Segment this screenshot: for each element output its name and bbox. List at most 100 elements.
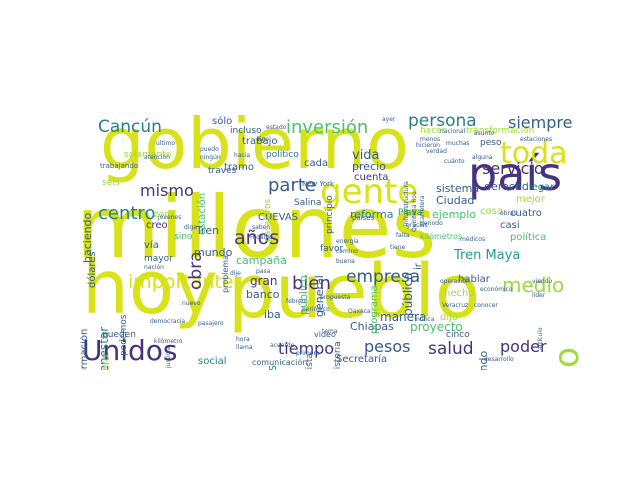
cloud-word: Ciudad	[436, 194, 475, 207]
cloud-word: Dinero	[101, 355, 112, 370]
cloud-word: gobierno	[100, 115, 409, 185]
cloud-word: buena	[336, 258, 355, 265]
cloud-word: podemos	[119, 314, 129, 356]
cloud-word: bien	[292, 273, 331, 294]
word-cloud: gobierno millones hoy pueblo país gente …	[80, 115, 600, 370]
cloud-word: sino	[174, 232, 193, 242]
cloud-word: ir	[413, 263, 424, 270]
cloud-word: política	[510, 232, 547, 243]
cloud-word: precio	[352, 160, 386, 173]
cloud-word: cuatro	[510, 208, 542, 219]
cloud-word: febrero	[286, 298, 308, 305]
cloud-word: años	[234, 227, 280, 249]
cloud-word: sólo	[212, 116, 233, 127]
cloud-word: mayor	[144, 254, 173, 264]
cloud-word: digo	[256, 136, 269, 143]
cloud-word: falta	[396, 232, 410, 239]
cloud-word: cada	[304, 158, 329, 169]
cloud-word: vía	[144, 240, 159, 251]
cloud-word: hacer	[420, 126, 446, 136]
cloud-word: video	[314, 330, 336, 339]
cloud-word: principio	[325, 195, 335, 234]
cloud-word: peso	[480, 138, 502, 148]
cloud-word: nacional	[440, 128, 466, 135]
cloud-word: hecho	[444, 288, 475, 299]
cloud-word: saben	[252, 224, 271, 231]
cloud-word: mundo	[194, 246, 233, 259]
cloud-word: pública	[401, 272, 415, 316]
cloud-word: Tren	[196, 224, 220, 237]
cloud-word: propuesta	[320, 294, 351, 301]
cloud-word: Tren Maya	[454, 248, 521, 263]
cloud-word: sistema	[436, 182, 480, 195]
cloud-word: operación	[440, 278, 470, 285]
cloud-word: información	[80, 328, 90, 370]
cloud-word: hablar	[458, 274, 490, 285]
cloud-word: país	[468, 147, 563, 201]
cloud-word: inversión	[286, 117, 369, 138]
cloud-word: energía	[336, 238, 359, 245]
cloud-word: justicia	[165, 346, 172, 368]
cloud-word: problema	[221, 254, 230, 293]
cloud-word: periodo	[420, 220, 443, 227]
cloud-word: nación	[144, 264, 164, 271]
cloud-word: pueblo	[228, 249, 481, 335]
cloud-word: vida	[352, 148, 380, 163]
cloud-word: kilómetro	[154, 338, 183, 345]
cloud-word: comunicación	[252, 358, 308, 367]
cloud-word: Secretaría	[336, 354, 388, 365]
cloud-word: campaña	[236, 254, 287, 267]
cloud-word: toda	[500, 136, 568, 171]
cloud-word: puedo	[200, 146, 219, 153]
cloud-word: muchas	[446, 140, 470, 147]
cloud-word: atención	[144, 154, 170, 161]
cloud-word: dije	[230, 270, 241, 277]
cloud-word: siempre	[508, 115, 573, 132]
cloud-word: cuánto	[444, 158, 465, 165]
cloud-word: Salina	[294, 198, 322, 208]
cloud-word: kilómetros	[420, 232, 462, 241]
cloud-word: Hidalgo	[250, 234, 273, 241]
cloud-word: proyecto	[410, 320, 463, 334]
cloud-word: hicieron	[416, 142, 440, 149]
cloud-word: nunca	[416, 316, 435, 323]
cloud-word: tiene	[390, 244, 406, 251]
cloud-word: general	[313, 275, 326, 317]
cloud-word: zona	[154, 210, 176, 220]
cloud-word: ayer	[382, 116, 396, 123]
cloud-word: pueden	[102, 330, 136, 340]
cloud-word: político	[266, 150, 299, 160]
cloud-word: dólares	[87, 251, 98, 288]
cloud-word: verdad	[426, 148, 447, 155]
cloud-word: cosa	[480, 206, 503, 217]
cloud-word: último	[156, 140, 176, 147]
cloud-word: persona	[408, 115, 477, 131]
cloud-word: líder	[532, 292, 546, 299]
cloud-word: iba	[264, 308, 281, 321]
cloud-word: alguna	[472, 154, 493, 161]
cloud-word: millones	[80, 178, 437, 278]
cloud-word: transformación	[466, 126, 535, 136]
cloud-word: servicio	[482, 159, 544, 178]
cloud-word: obras	[500, 210, 517, 217]
cloud-word: menos	[420, 136, 441, 143]
cloud-word: países	[352, 214, 375, 222]
cloud-word: primera	[296, 350, 320, 357]
cloud-word: mexicano	[547, 347, 587, 370]
cloud-word: Unidos	[82, 334, 178, 367]
cloud-word: cuenta	[354, 172, 389, 183]
cloud-word: conocer	[474, 302, 498, 309]
cloud-word: artículo	[537, 327, 544, 350]
cloud-word: acuerdo	[270, 342, 295, 349]
cloud-word: médicos	[460, 236, 486, 243]
cloud-word: democracia	[150, 318, 186, 325]
cloud-word: solamente	[124, 150, 172, 160]
cloud-word: social	[198, 356, 227, 367]
cloud-word: salud	[428, 339, 474, 359]
cloud-word: gracias	[406, 222, 428, 229]
cloud-word: mejor	[516, 194, 545, 205]
cloud-word: viendo	[532, 278, 553, 285]
cloud-word: banco	[246, 288, 280, 301]
cloud-word: hoy	[82, 245, 218, 331]
cloud-word: derecho	[484, 180, 529, 193]
